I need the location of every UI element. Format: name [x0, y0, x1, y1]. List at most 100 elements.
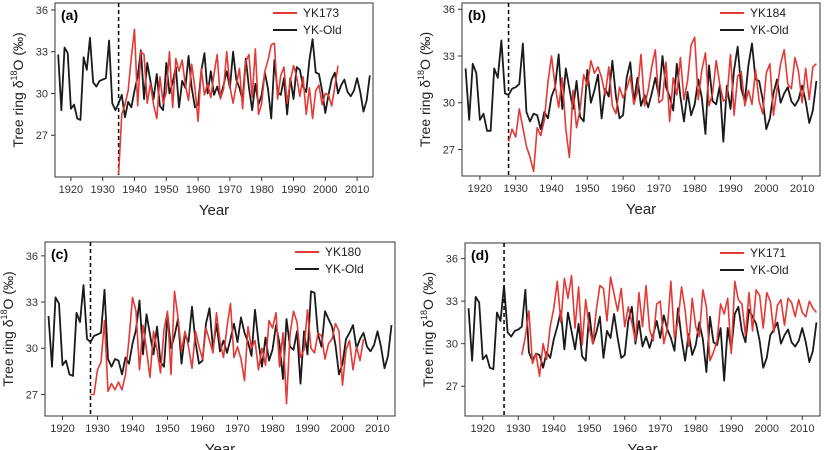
x-tick-label: 2000 [313, 184, 337, 196]
y-axis-title: Tree ring δ18O (‰) [0, 271, 16, 386]
x-axis-title: Year [626, 201, 656, 218]
y-tick-label: 33 [36, 47, 48, 59]
x-tick-label: 1970 [225, 423, 249, 435]
y-axis-title: Tree ring δ18O (‰) [416, 32, 433, 147]
plot-frame [461, 2, 821, 177]
series-line-yk-old [467, 284, 818, 382]
x-tick-label: 1980 [249, 184, 273, 196]
panel-label: (c) [51, 246, 68, 262]
x-tick-label: 1950 [577, 423, 601, 435]
y-axis-title-main: Tree ring δ [417, 80, 433, 147]
x-tick-label: 1940 [542, 423, 566, 435]
x-tick-label: 2010 [790, 423, 814, 435]
y-tick-label: 36 [36, 5, 48, 17]
x-axis-title: Year [205, 441, 235, 450]
x-tick-label: 1980 [682, 183, 706, 195]
y-tick-label: 30 [36, 88, 48, 100]
x-tick-label: 1930 [503, 183, 527, 195]
y-tick-label: 27 [36, 130, 48, 142]
y-tick-label: 27 [26, 389, 38, 401]
x-tick-label: 2000 [755, 423, 779, 435]
y-tick-label: 30 [443, 98, 455, 110]
x-tick-label: 1970 [218, 184, 242, 196]
y-axis-title-main: Tree ring δ [0, 319, 16, 386]
plot-frame [44, 241, 396, 417]
y-tick-label: 36 [26, 251, 38, 263]
x-tick-label: 1930 [85, 423, 109, 435]
x-tick-label: 1930 [90, 184, 114, 196]
x-tick-label: 1920 [59, 184, 83, 196]
panel-d: 1920 1930 1940 1950 1960 1970 1980 1990 2000 2010… [419, 242, 821, 450]
x-tick-label: 1960 [190, 423, 214, 435]
x-tick-label: 1940 [539, 183, 563, 195]
x-tick-label: 1950 [575, 183, 599, 195]
x-tick-label: 1970 [648, 423, 672, 435]
y-axis-title-tail: O (‰) [417, 32, 433, 70]
series-line-yk-old [57, 36, 371, 121]
x-axis-title: Year [199, 202, 229, 219]
panel-a: 1920 1930 1940 1950 1960 1970 1980 1990 2000 2010… [9, 2, 374, 219]
legend-label: YK-Old [303, 23, 342, 37]
x-tick-label: 1920 [50, 423, 74, 435]
legend-label: YK180 [325, 245, 361, 259]
panel-label: (d) [471, 247, 489, 263]
legend-label: YK-Old [325, 262, 364, 276]
y-tick-label: 27 [443, 145, 455, 157]
x-tick-label: 2000 [754, 183, 778, 195]
x-tick-label: 2010 [790, 183, 814, 195]
plot-frame [464, 242, 821, 417]
legend-label: YK-Old [750, 263, 789, 277]
legend-label: YK173 [303, 6, 339, 20]
x-tick-label: 1990 [719, 423, 743, 435]
y-tick-label: 33 [26, 297, 38, 309]
x-tick-label: 2010 [345, 184, 369, 196]
y-axis-title-tail: O (‰) [420, 272, 436, 310]
x-tick-label: 1930 [506, 423, 530, 435]
y-axis-title-sup: 18 [419, 310, 429, 320]
x-tick-label: 1960 [186, 184, 210, 196]
y-axis-title-main: Tree ring δ [10, 80, 26, 147]
x-tick-label: 1920 [468, 183, 492, 195]
y-tick-label: 27 [446, 381, 458, 393]
x-tick-label: 1950 [155, 423, 179, 435]
x-tick-label: 1940 [122, 184, 146, 196]
legend-label: YK-Old [750, 23, 789, 37]
x-tick-label: 1950 [154, 184, 178, 196]
y-axis-title-tail: O (‰) [10, 32, 26, 70]
x-tick-label: 1990 [295, 423, 319, 435]
x-tick-label: 1960 [611, 183, 635, 195]
x-tick-label: 2010 [365, 423, 389, 435]
legend-label: YK184 [750, 6, 786, 20]
y-tick-label: 33 [443, 51, 455, 63]
series-line-yk184 [507, 36, 817, 173]
x-tick-label: 1990 [281, 184, 305, 196]
y-tick-label: 36 [446, 254, 458, 266]
x-axis-title: Year [627, 441, 657, 450]
series-line-yk-old [464, 39, 818, 143]
x-tick-label: 2000 [330, 423, 354, 435]
panel-c: 1920 1930 1940 1950 1960 1970 1980 1990 2000 2010… [0, 241, 396, 450]
x-tick-label: 1970 [647, 183, 671, 195]
x-tick-label: 1960 [613, 423, 637, 435]
y-tick-label: 36 [443, 4, 455, 16]
series-line-yk173 [117, 28, 339, 175]
x-tick-label: 1940 [120, 423, 144, 435]
panel-b: 1920 1930 1940 1950 1960 1970 1980 1990 2000 2010… [416, 2, 821, 218]
series-line-yk-old [47, 284, 393, 385]
plot-frame [54, 2, 374, 178]
y-axis-title: Tree ring δ18O (‰) [9, 32, 26, 147]
y-tick-label: 30 [26, 343, 38, 355]
legend-label: YK171 [750, 246, 786, 260]
panel-label: (a) [61, 7, 78, 23]
series-line-yk180 [90, 290, 365, 405]
y-axis-title: Tree ring δ18O (‰) [419, 272, 436, 387]
panel-label: (b) [468, 7, 486, 23]
y-axis-title-sup: 18 [9, 70, 19, 80]
y-axis-title-tail: O (‰) [0, 271, 16, 309]
y-axis-title-sup: 18 [416, 70, 426, 80]
x-tick-label: 1980 [684, 423, 708, 435]
y-axis-title-sup: 18 [0, 309, 9, 319]
x-tick-label: 1980 [260, 423, 284, 435]
y-axis-title-main: Tree ring δ [420, 320, 436, 387]
